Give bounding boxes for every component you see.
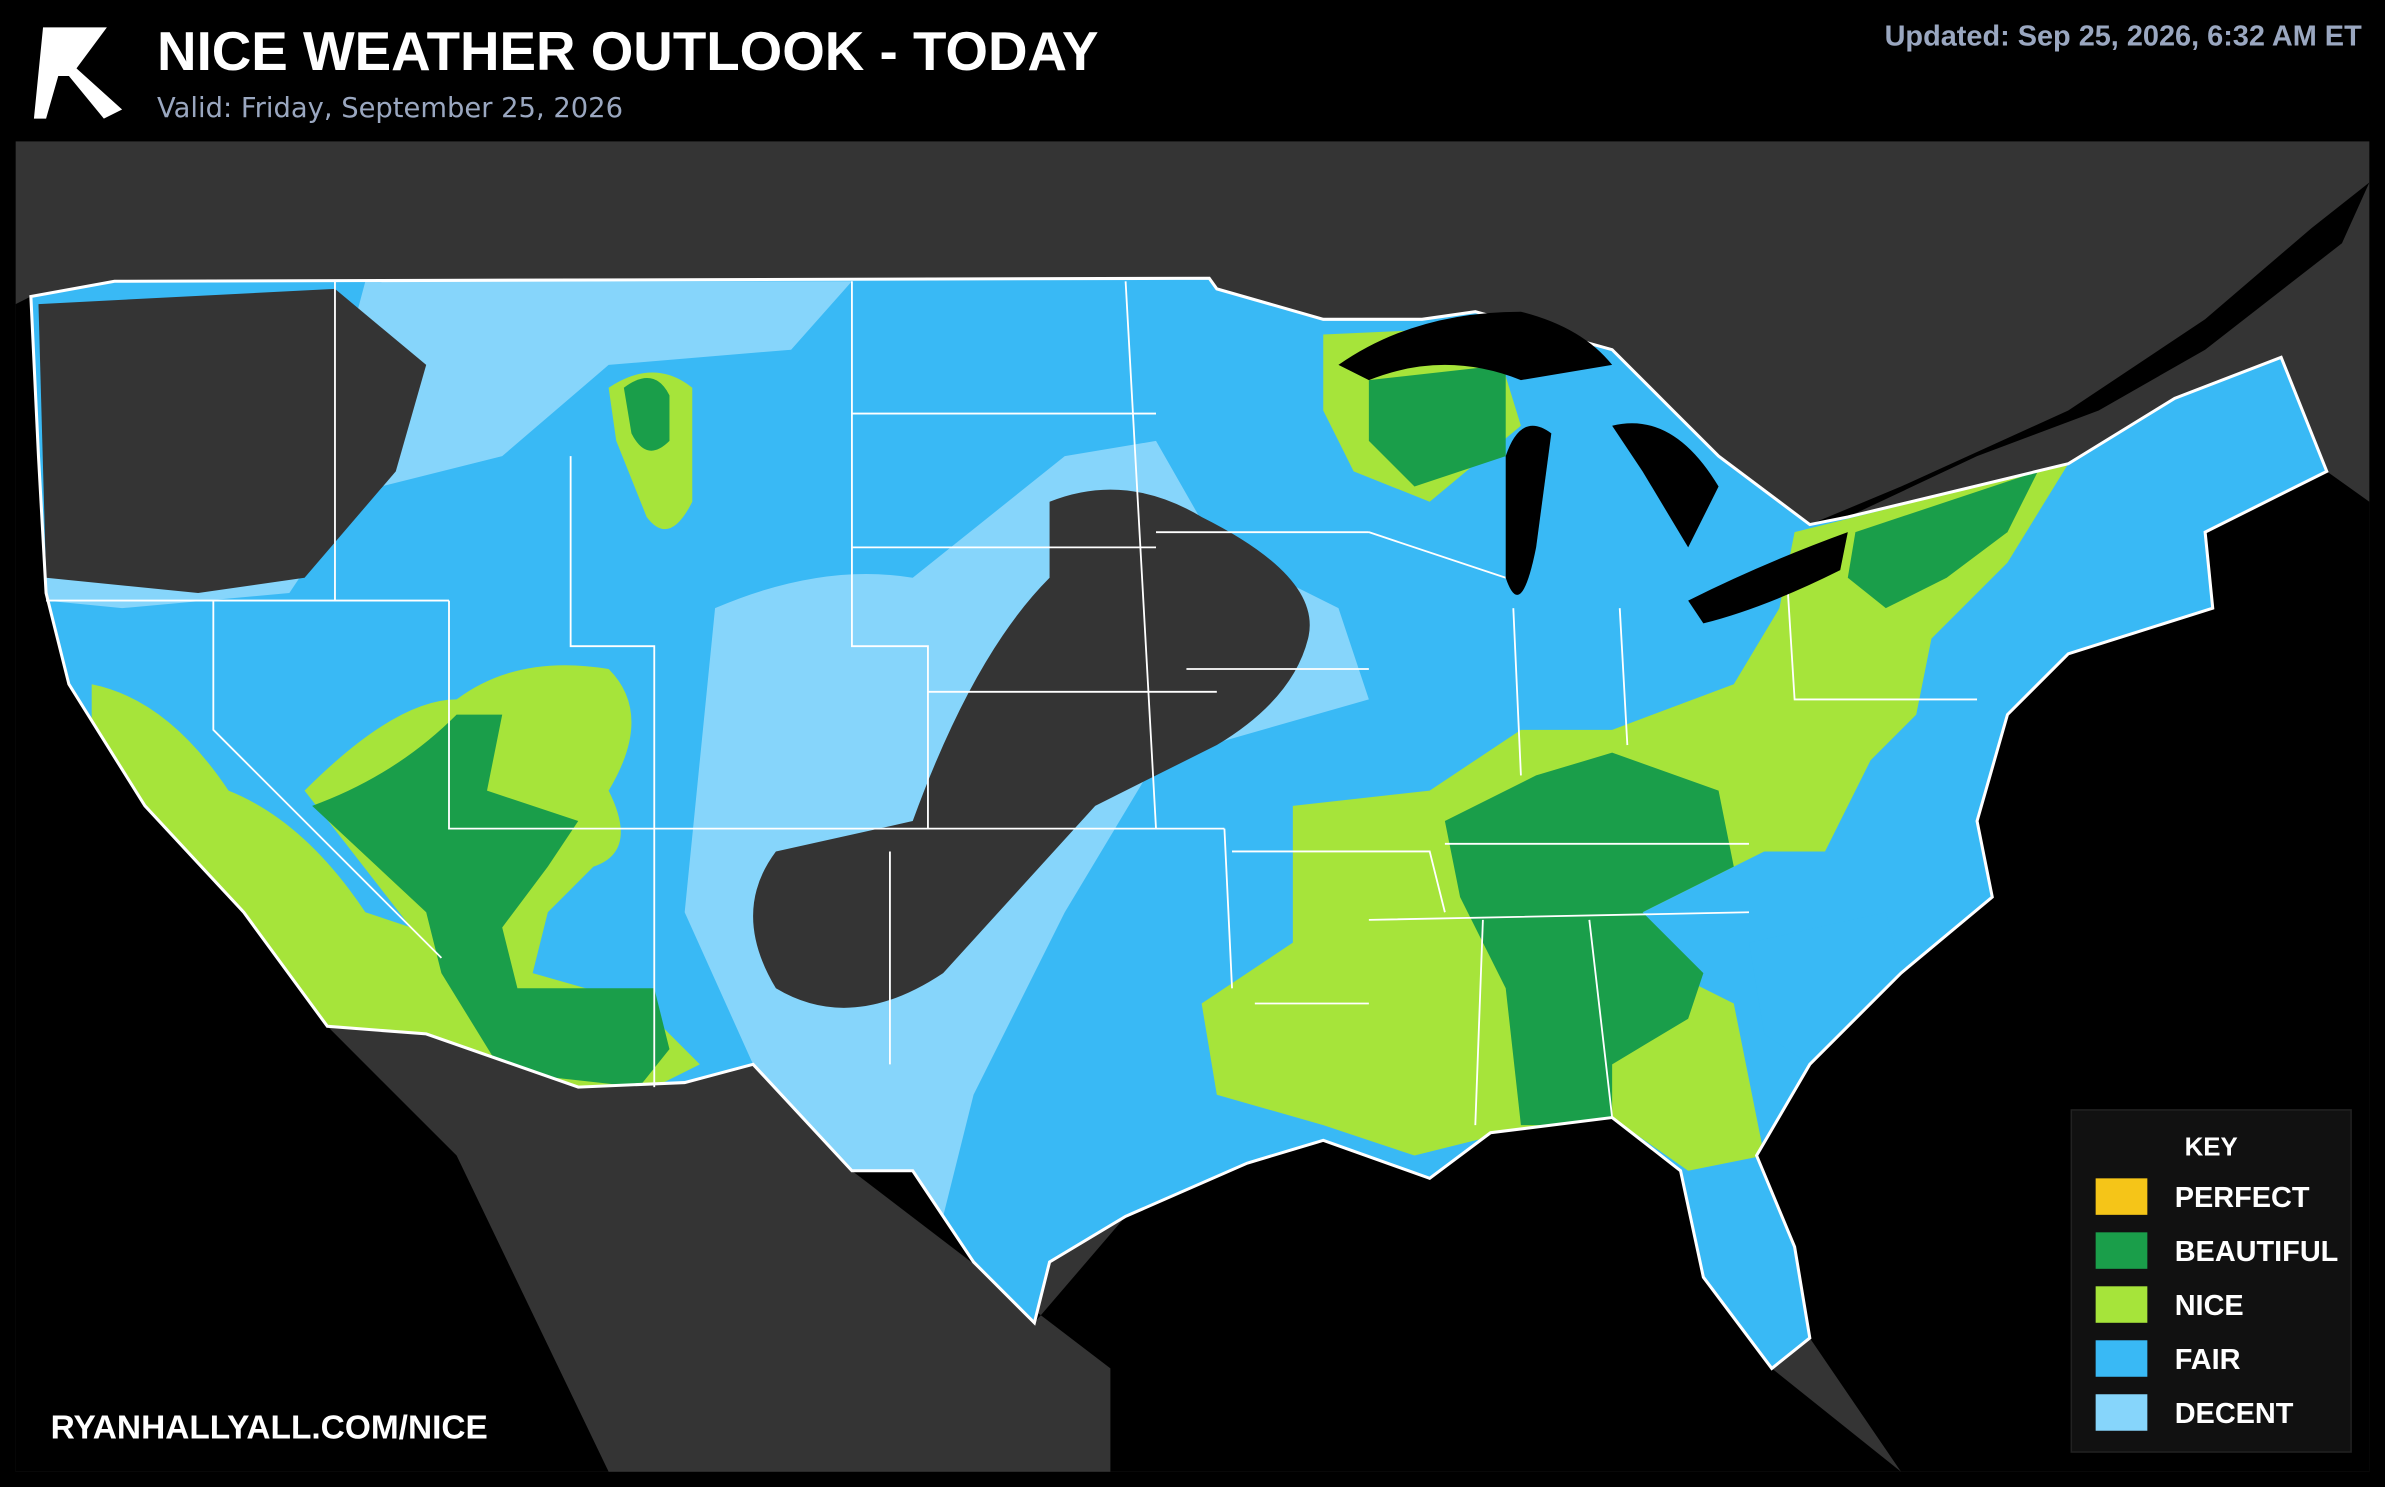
updated-time: Updated: Sep 25, 2026, 6:32 AM ET (1885, 21, 2362, 53)
beautiful-area (1368, 364, 1506, 487)
subtitle: Valid: Friday, September 25, 2026 (157, 93, 623, 124)
pacific-ocean (15, 296, 609, 1472)
legend-swatch (2095, 1286, 2148, 1323)
gulf-of-mexico (851, 1117, 1902, 1472)
legend-label: FAIR (2175, 1344, 2241, 1376)
legend-swatch (2095, 1340, 2148, 1377)
great-lakes (1338, 311, 1848, 624)
legend-label: BEAUTIFUL (2175, 1236, 2339, 1268)
nice-area (91, 684, 457, 1050)
legend-swatch (2095, 1232, 2148, 1269)
beautiful-area (1847, 471, 2038, 609)
beautiful-area (1444, 752, 1734, 1126)
legend-swatch (2095, 1178, 2148, 1215)
legend-label: PERFECT (2175, 1182, 2310, 1214)
legend-swatch (2095, 1394, 2148, 1431)
legend-label: NICE (2175, 1290, 2244, 1322)
beautiful-area (312, 714, 670, 1088)
legend-title: KEY (2185, 1134, 2238, 1162)
title: NICE WEATHER OUTLOOK - TODAY (157, 20, 1098, 82)
us-outline (29, 276, 2329, 1371)
logo (33, 27, 123, 119)
decent-area (334, 281, 852, 487)
legend: KEY PERFECT BEAUTIFUL NICE FAIR DECENT (2070, 1109, 2352, 1453)
fair-area (1748, 912, 1902, 1065)
legend-label: DECENT (2175, 1398, 2294, 1430)
no-rating-area (753, 489, 1310, 1008)
beautiful-area (623, 377, 670, 451)
state-borders (46, 281, 1978, 1126)
website: RYANHALLYALL.COM/NICE (51, 1409, 488, 1446)
no-rating-area (38, 288, 427, 593)
